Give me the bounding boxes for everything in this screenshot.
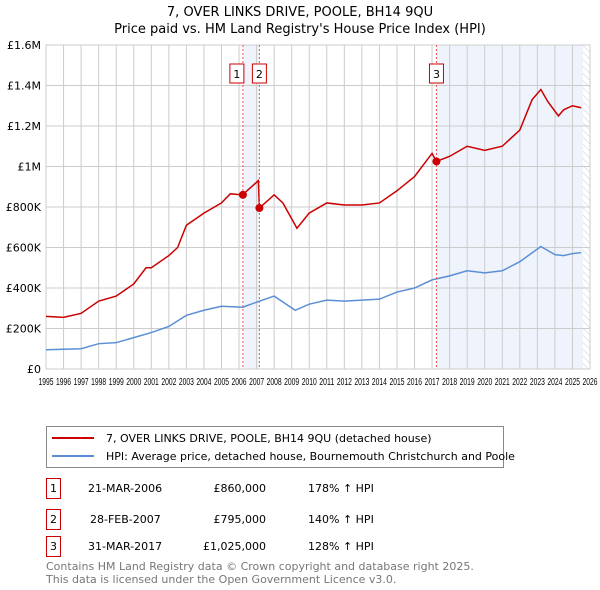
x-tick-label: 1997 <box>74 377 89 388</box>
x-tick-label: 2023 <box>530 377 545 388</box>
x-tick-label: 1998 <box>91 377 106 388</box>
sale-row: 3 31-MAR-2017 £1,025,000 128% ↑ HPI <box>46 536 446 558</box>
x-tick-label: 2000 <box>126 377 141 388</box>
sale-hpi: 178% ↑ HPI <box>308 482 374 495</box>
legend-swatch <box>52 437 94 439</box>
legend-label: 7, OVER LINKS DRIVE, POOLE, BH14 9QU (de… <box>106 431 432 445</box>
series-line <box>45 88 582 319</box>
y-tick-label: £800K <box>6 201 42 214</box>
x-tick-label: 2022 <box>512 377 527 388</box>
sale-price: £1,025,000 <box>203 540 266 553</box>
sale-label-box <box>229 63 245 84</box>
sale-hpi: 140% ↑ HPI <box>308 513 374 526</box>
x-tick-label: 2013 <box>354 377 369 388</box>
x-tick-label: 2026 <box>583 377 598 388</box>
title-line: 7, OVER LINKS DRIVE, POOLE, BH14 9QU <box>166 5 434 20</box>
y-tick-label: £0 <box>27 363 41 376</box>
y-tick-label: £600K <box>6 242 42 255</box>
sale-point <box>238 190 247 199</box>
sale-marker: 2 <box>46 509 61 530</box>
x-tick-label: 2007 <box>249 377 264 388</box>
legend-item-property: 7, OVER LINKS DRIVE, POOLE, BH14 9QU (de… <box>52 430 432 446</box>
sale-label: 3 <box>433 68 440 81</box>
sale-row: 2 28-FEB-2007 £795,000 140% ↑ HPI <box>46 509 446 531</box>
sale-price: £860,000 <box>213 482 267 495</box>
legend-label: HPI: Average price, detached house, Bour… <box>106 449 515 463</box>
sale-label-box <box>251 63 267 84</box>
x-tick-label: 2003 <box>179 377 194 388</box>
sale-label: 2 <box>256 68 263 81</box>
sale-marker: 1 <box>46 478 61 499</box>
x-tick-label: 2025 <box>565 377 580 388</box>
x-tick-label: 2014 <box>372 377 387 388</box>
plot-frame <box>45 44 591 370</box>
x-tick-label: 2001 <box>144 377 159 388</box>
sale-point <box>255 204 264 213</box>
x-tick-label: 2015 <box>389 377 404 388</box>
sale-label-box <box>428 63 444 84</box>
y-tick-label: £200K <box>6 323 42 336</box>
x-tick-label: 2010 <box>302 377 317 388</box>
x-tick-label: 2017 <box>425 377 440 388</box>
y-tick-label: £400K <box>6 282 42 295</box>
y-tick-label: £1.2M <box>7 120 41 133</box>
x-tick-label: 2012 <box>337 377 352 388</box>
x-tick-label: 2020 <box>477 377 492 388</box>
x-tick-label: 2011 <box>319 377 334 388</box>
sale-point <box>432 157 441 166</box>
sale-date: 21-MAR-2006 <box>88 482 163 495</box>
chart-title: 7, OVER LINKS DRIVE, POOLE, BH14 9QU Pric… <box>0 4 600 38</box>
y-tick-label: £1.4M <box>7 80 41 93</box>
sale-date: 31-MAR-2017 <box>88 540 163 553</box>
x-tick-label: 2006 <box>232 377 247 388</box>
sale-label: 1 <box>233 68 240 81</box>
x-tick-label: 2008 <box>267 377 282 388</box>
legend: 7, OVER LINKS DRIVE, POOLE, BH14 9QU (de… <box>46 426 515 468</box>
subtitle-line: Price paid vs. HM Land Registry's House … <box>114 22 486 37</box>
sale-price: £795,000 <box>213 513 267 526</box>
footer-line: Contains HM Land Registry data © Crown c… <box>46 560 474 573</box>
x-tick-label: 2021 <box>495 377 510 388</box>
sale-row: 1 21-MAR-2006 £860,000 178% ↑ HPI <box>46 478 446 500</box>
x-tick-label: 2024 <box>547 377 562 388</box>
footer-line: This data is licensed under the Open Gov… <box>46 573 397 586</box>
legend-swatch <box>52 455 94 457</box>
x-tick-label: 2016 <box>407 377 422 388</box>
x-tick-label: 1996 <box>56 377 71 388</box>
x-tick-label: 2002 <box>161 377 176 388</box>
y-tick-label: £1M <box>18 161 42 174</box>
footer: Contains HM Land Registry data © Crown c… <box>46 560 474 586</box>
price-chart: 1995 1996 1997 1998 1999 2000 2001 2002 2003 2004… <box>6 39 598 388</box>
y-tick-label: £1.6M <box>7 39 41 52</box>
sale-marker: 3 <box>46 536 61 557</box>
x-tick-label: 2009 <box>284 377 299 388</box>
x-tick-label: 1995 <box>39 377 54 388</box>
sale-hpi: 128% ↑ HPI <box>308 540 374 553</box>
sale-date: 28-FEB-2007 <box>90 513 161 526</box>
x-tick-label: 1999 <box>109 377 124 388</box>
x-tick-label: 2018 <box>442 377 457 388</box>
x-tick-label: 2019 <box>460 377 475 388</box>
series-line <box>45 245 582 351</box>
x-tick-label: 2005 <box>214 377 229 388</box>
x-tick-label: 2004 <box>196 377 211 388</box>
legend-item-hpi: HPI: Average price, detached house, Bour… <box>52 448 515 464</box>
